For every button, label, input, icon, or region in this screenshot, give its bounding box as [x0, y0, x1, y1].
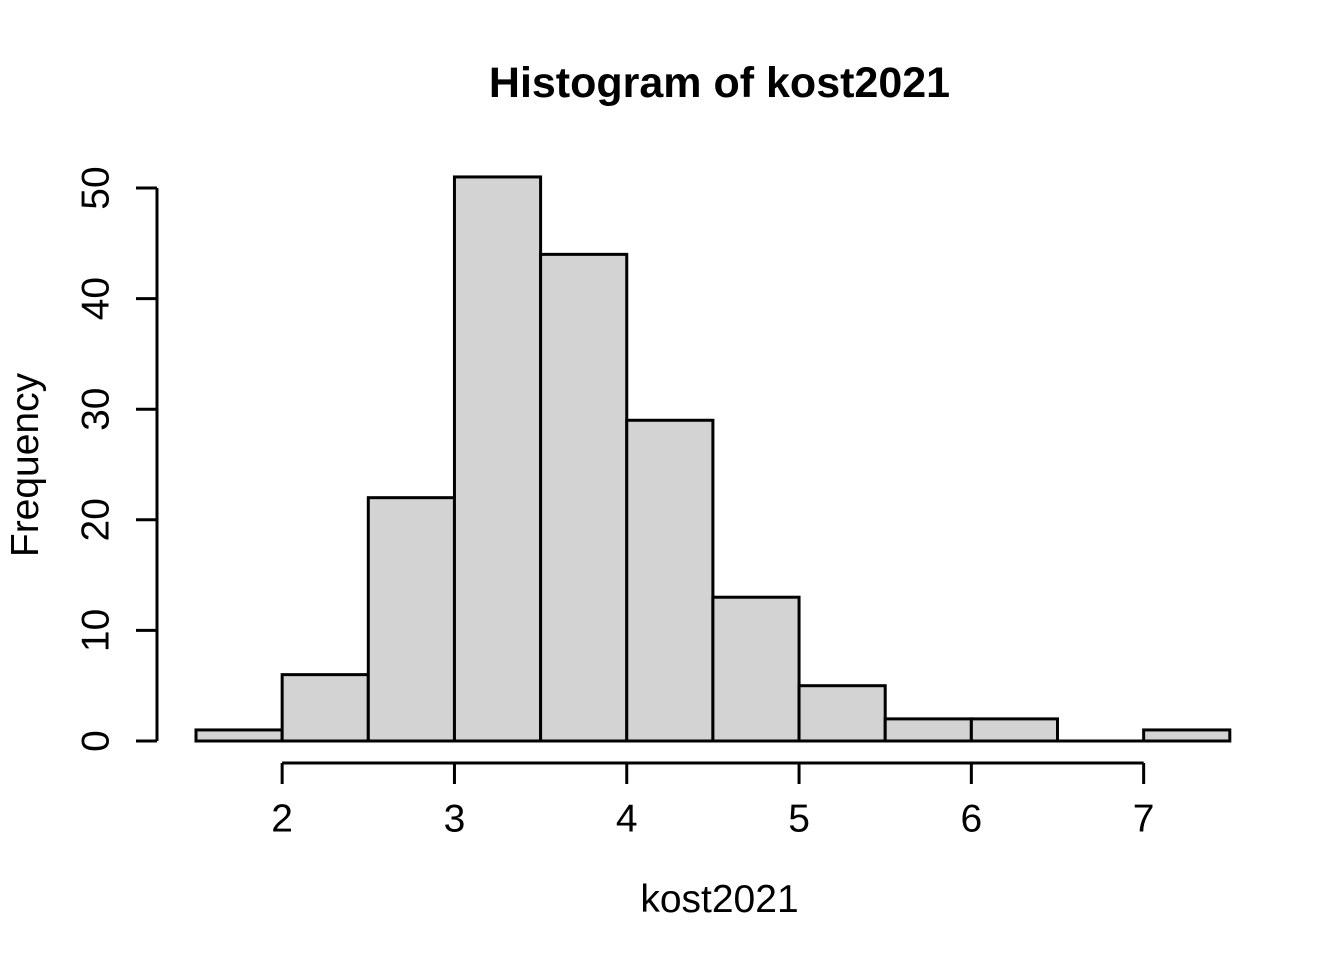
y-tick-label: 10: [75, 609, 118, 652]
histogram-bar: [797, 684, 887, 743]
y-tick-label: 30: [75, 388, 118, 431]
histogram-bar: [539, 252, 629, 743]
histogram-bar: [1142, 728, 1232, 743]
y-axis-label: Frequency: [4, 372, 47, 558]
y-tick-label: 0: [75, 730, 118, 752]
histogram-bar: [969, 717, 1059, 743]
x-tick-label: 4: [616, 798, 638, 841]
x-tick-label: 3: [444, 798, 466, 841]
histogram-bar: [194, 728, 284, 743]
histogram-bar: [883, 717, 973, 743]
y-tick-label: 20: [75, 498, 118, 541]
histogram-bar: [625, 418, 715, 743]
x-tick-label: 7: [1133, 798, 1155, 841]
x-axis-label: kost2021: [640, 878, 799, 921]
histogram-bar: [366, 496, 456, 743]
x-tick-label: 6: [960, 798, 982, 841]
y-tick-label: 40: [75, 277, 118, 320]
histogram-bar: [280, 673, 370, 743]
y-tick-label: 50: [75, 166, 118, 209]
x-tick-label: 5: [788, 798, 810, 841]
x-tick-label: 2: [271, 798, 293, 841]
histogram-bar: [452, 175, 543, 743]
histogram-bar: [711, 595, 801, 743]
chart-title: Histogram of kost2021: [488, 59, 951, 107]
